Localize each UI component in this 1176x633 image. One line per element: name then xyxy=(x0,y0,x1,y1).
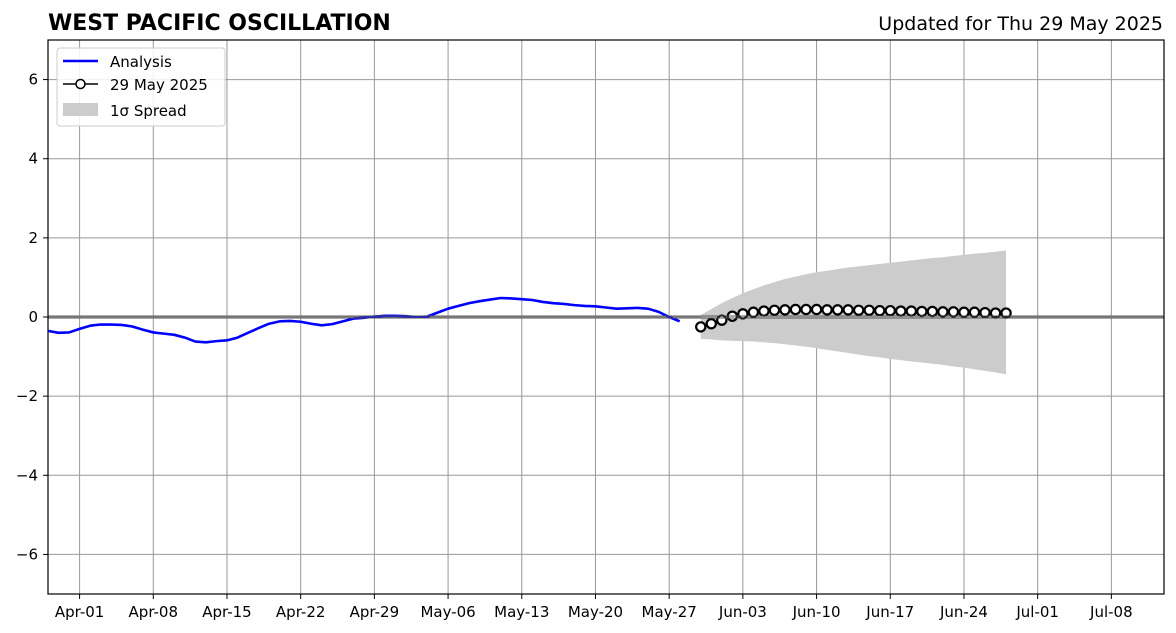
legend-forecast-marker xyxy=(75,78,86,90)
x-tick-label: Apr-08 xyxy=(129,603,179,621)
x-tick-label: May-20 xyxy=(568,603,623,621)
y-tick-label: 6 xyxy=(28,71,38,89)
analysis-line-layer xyxy=(47,296,681,344)
forecast-marker xyxy=(937,306,949,318)
chart-title: WEST PACIFIC OSCILLATION xyxy=(48,11,391,36)
x-tick-label: Apr-01 xyxy=(55,603,105,621)
x-tick-label: May-06 xyxy=(420,603,475,621)
forecast-marker xyxy=(705,318,717,330)
forecast-marker xyxy=(789,303,802,316)
forecast-marker xyxy=(800,303,812,316)
forecast-marker xyxy=(979,306,991,319)
forecast-marker xyxy=(968,306,981,318)
x-tick-label: Jul-08 xyxy=(1089,603,1133,621)
plot-frame xyxy=(47,39,1165,595)
analysis-line xyxy=(47,296,681,344)
legend-spread-label: 1σ Spread xyxy=(110,102,187,120)
forecast-marker xyxy=(831,304,844,316)
forecast-marker xyxy=(905,305,918,317)
forecast-marker xyxy=(821,304,833,316)
y-tick-label: −6 xyxy=(16,545,38,563)
forecast-marker xyxy=(874,304,886,317)
y-tick-label: −2 xyxy=(16,387,38,405)
x-tick-label: Apr-29 xyxy=(350,603,400,621)
forecast-marker xyxy=(695,321,707,333)
x-tick-label: May-13 xyxy=(494,603,549,621)
forecast-marker xyxy=(716,314,728,326)
forecast-marker xyxy=(916,305,928,318)
forecast-marker xyxy=(768,304,781,316)
forecast-marker xyxy=(737,308,749,320)
x-tick-label: May-27 xyxy=(642,603,697,621)
y-tick-label: 2 xyxy=(28,229,38,247)
legend-forecast-label: 29 May 2025 xyxy=(110,76,208,94)
legend-analysis-label: Analysis xyxy=(110,53,172,71)
x-tick-label: Jun-03 xyxy=(718,603,767,621)
y-tick-label: 0 xyxy=(28,308,38,326)
x-tick-label: Jun-10 xyxy=(792,603,841,621)
forecast-marker xyxy=(884,304,896,317)
forecast-marker xyxy=(926,305,939,318)
forecast-marker xyxy=(810,303,823,316)
forecast-marker xyxy=(947,306,960,318)
x-tick-label: Jun-24 xyxy=(939,603,988,621)
x-tick-label: Apr-22 xyxy=(276,603,326,621)
x-tick-label: Jun-17 xyxy=(865,603,914,621)
forecast-marker xyxy=(779,304,791,316)
forecast-marker xyxy=(758,305,770,317)
x-tick-label: Jul-01 xyxy=(1015,603,1059,621)
forecast-marker xyxy=(895,305,907,317)
legend-spread-swatch xyxy=(63,103,98,116)
forecast-marker xyxy=(852,304,865,316)
forecast-marker xyxy=(863,304,875,316)
chart-subtitle: Updated for Thu 29 May 2025 xyxy=(878,13,1163,35)
legend-frame xyxy=(56,47,226,127)
y-tick-label: 4 xyxy=(28,150,38,168)
legend: Analysis 29 May 2025 1σ Spread xyxy=(56,47,226,127)
tick-labels: Apr-01 Apr-08 Apr-15 Apr-22 Apr-29 May-06 May-… xyxy=(16,71,1133,621)
forecast-marker xyxy=(958,306,970,318)
y-tick-label: −4 xyxy=(16,466,38,484)
axes xyxy=(43,39,1165,599)
x-tick-label: Apr-15 xyxy=(202,603,252,621)
forecast-marker xyxy=(842,304,854,316)
forecast-marker xyxy=(747,306,760,318)
